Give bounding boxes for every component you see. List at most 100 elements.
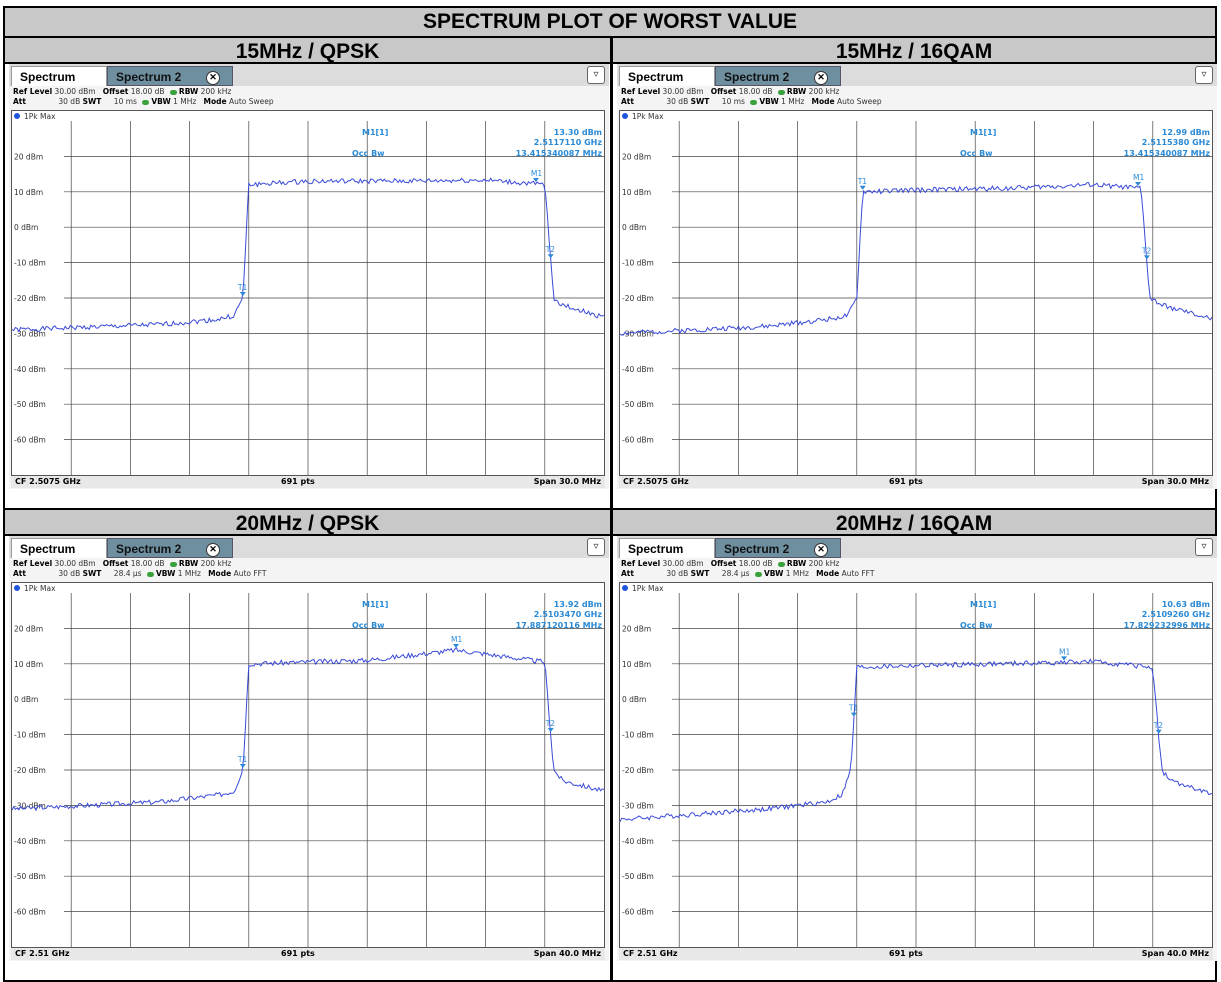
- status-dot: [777, 89, 785, 95]
- y-tick-label: -10 dBm: [622, 731, 654, 740]
- report-sheet: SPECTRUM PLOT OF WORST VALUE 15MHz / QPS…: [3, 6, 1217, 982]
- ref-level-value: 30.00 dBm: [54, 559, 96, 568]
- tab-spectrum[interactable]: Spectrum: [11, 538, 107, 558]
- marker-t1-label: T1: [848, 704, 859, 713]
- settings-row-2: Att 30 dB SWT 28.4 µs VBW 1 MHz Mode Aut…: [13, 569, 266, 578]
- menu-icon[interactable]: ▿: [1195, 538, 1213, 556]
- spectrum-plot[interactable]: 1Pk Max 20 dBm 10 dBm 0 dBm -10 dBm -20 dBm -3…: [619, 582, 1213, 948]
- y-tick-label: -40 dBm: [622, 365, 654, 374]
- occ-bw-label: Occ Bw: [352, 149, 385, 158]
- y-tick-label: -10 dBm: [14, 259, 46, 268]
- plot-footer: CF 2.51 GHz 691 pts Span 40.0 MHz: [619, 948, 1213, 960]
- att-label: Att: [13, 569, 26, 578]
- status-dot: [146, 571, 154, 577]
- occ-bw-label: Occ Bw: [352, 621, 385, 630]
- spectrum-plot[interactable]: 1Pk Max 20 dBm 10 dBm 0 dBm -10 dBm -20 dBm -3…: [11, 582, 605, 948]
- spectrum-plot[interactable]: 1Pk Max 20 dBm 10 dBm 0 dBm -10 dBm -20 dBm -3…: [619, 110, 1213, 476]
- panel-title-20mhz-16qam: 20MHz / 16QAM: [613, 508, 1215, 536]
- close-icon[interactable]: ✕: [206, 543, 220, 557]
- marker-t2-icon: [547, 254, 554, 259]
- y-tick-label: -50 dBm: [14, 872, 46, 881]
- marker-m1-icon: [1061, 656, 1067, 661]
- trace-indicator-icon: [14, 585, 20, 591]
- marker-t1-icon: [239, 292, 246, 296]
- marker-t1-icon: [859, 185, 866, 190]
- mode-label: Mode: [816, 569, 840, 578]
- marker-freq: 2.5115380 GHz: [1142, 138, 1211, 147]
- mode-value: Auto FFT: [233, 569, 267, 578]
- marker-t1-label: T1: [237, 755, 248, 764]
- tab-label: Spectrum 2: [724, 70, 790, 84]
- y-tick-label: 0 dBm: [14, 223, 38, 232]
- y-tick-label: -10 dBm: [622, 259, 654, 268]
- tab-spectrum[interactable]: Spectrum: [619, 538, 715, 558]
- mode-value: Auto Sweep: [836, 97, 882, 106]
- trace-indicator-icon: [14, 113, 20, 119]
- spectrum-plot[interactable]: 1Pk Max 20 dBm 10 dBm 0 dBm -10 dBm -20 dBm -3…: [11, 110, 605, 476]
- tab-bar: Spectrum Spectrum 2 ✕ ▿: [9, 64, 609, 86]
- offset-value: 18.00 dB: [738, 87, 773, 96]
- swt-value: 28.4 µs: [113, 569, 142, 578]
- marker-t1-icon: [239, 764, 246, 768]
- marker-name: M1[1]: [970, 600, 996, 609]
- rbw-label: RBW: [178, 87, 199, 96]
- center-frequency: CF 2.51 GHz: [623, 949, 678, 958]
- tab-spectrum-2[interactable]: Spectrum 2 ✕: [107, 538, 233, 558]
- panel-title-15mhz-16qam: 15MHz / 16QAM: [613, 36, 1215, 64]
- trace-label: 1Pk Max: [24, 112, 56, 121]
- rbw-value: 200 kHz: [808, 559, 840, 568]
- att-label: Att: [621, 569, 634, 578]
- marker-occ-bw: 17.887120116 MHz: [516, 621, 603, 630]
- close-icon[interactable]: ✕: [814, 543, 828, 557]
- marker-level: 12.99 dBm: [1162, 128, 1210, 137]
- vbw-value: 1 MHz: [173, 97, 197, 106]
- occ-bw-label: Occ Bw: [960, 621, 993, 630]
- marker-t2-label: T2: [545, 245, 556, 254]
- marker-t2-label: T2: [1153, 721, 1164, 730]
- marker-m1-icon: [532, 178, 539, 183]
- spectrum-trace: [11, 177, 605, 333]
- y-tick-label: 10 dBm: [622, 188, 651, 197]
- marker-m1-label: M1: [531, 169, 542, 178]
- close-icon[interactable]: ✕: [814, 71, 828, 85]
- offset-label: Offset: [102, 87, 129, 96]
- plot-svg: 1Pk Max 20 dBm 10 dBm 0 dBm -10 dBm -20 dBm -3…: [11, 112, 605, 475]
- menu-icon[interactable]: ▿: [587, 66, 605, 84]
- tab-spectrum[interactable]: Spectrum: [619, 66, 715, 86]
- tab-label: Spectrum 2: [116, 542, 182, 556]
- panel-title-20mhz-qpsk: 20MHz / QPSK: [5, 508, 610, 536]
- rbw-value: 200 kHz: [200, 87, 232, 96]
- y-tick-label: -30 dBm: [622, 801, 654, 810]
- trace-label: 1Pk Max: [24, 584, 56, 593]
- vbw-label: VBW: [151, 97, 171, 106]
- tab-spectrum-2[interactable]: Spectrum 2 ✕: [715, 66, 841, 86]
- y-tick-label: 20 dBm: [622, 152, 651, 161]
- swt-label: SWT: [82, 97, 102, 106]
- tab-spectrum-2[interactable]: Spectrum 2 ✕: [715, 538, 841, 558]
- tab-spectrum[interactable]: Spectrum: [11, 66, 107, 86]
- marker-t1-icon: [850, 712, 857, 717]
- marker-m1-label: M1: [1059, 647, 1070, 656]
- tab-bar: Spectrum Spectrum 2 ✕ ▿: [617, 64, 1217, 86]
- offset-value: 18.00 dB: [130, 559, 165, 568]
- plot-footer: CF 2.5075 GHz 691 pts Span 30.0 MHz: [11, 476, 605, 488]
- marker-m1-icon: [1135, 182, 1141, 187]
- trace-indicator-icon: [622, 113, 628, 119]
- settings-row-1: Ref Level 30.00 dBm Offset 18.00 dB RBW …: [13, 87, 231, 96]
- center-frequency: CF 2.5075 GHz: [623, 477, 689, 486]
- att-value: 30 dB: [666, 97, 689, 106]
- tab-spectrum-2[interactable]: Spectrum 2 ✕: [107, 66, 233, 86]
- menu-icon[interactable]: ▿: [587, 538, 605, 556]
- marker-level: 13.30 dBm: [554, 128, 602, 137]
- points-count: 691 pts: [281, 949, 315, 958]
- menu-icon[interactable]: ▿: [1195, 66, 1213, 84]
- points-count: 691 pts: [889, 949, 923, 958]
- y-tick-label: -50 dBm: [622, 400, 654, 409]
- marker-t2-label: T2: [545, 719, 556, 728]
- plot-footer: CF 2.5075 GHz 691 pts Span 30.0 MHz: [619, 476, 1213, 488]
- y-tick-label: -20 dBm: [14, 766, 46, 775]
- status-dot: [777, 561, 785, 567]
- close-icon[interactable]: ✕: [206, 71, 220, 85]
- y-tick-label: -30 dBm: [622, 329, 654, 338]
- marker-t1-label: T1: [237, 283, 248, 292]
